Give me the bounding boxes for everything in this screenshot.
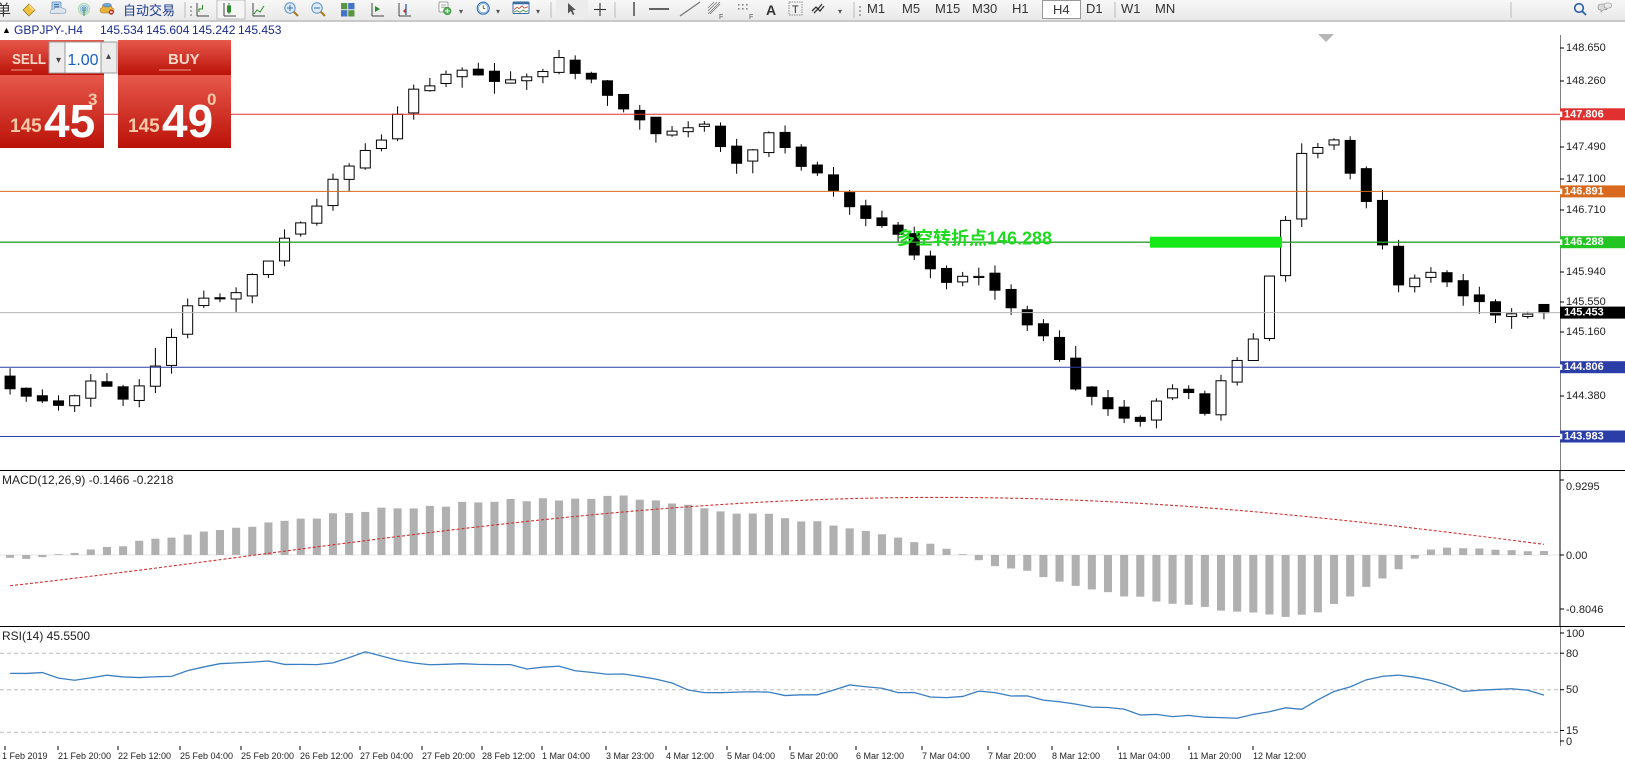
svg-text:146.891: 146.891 [1564,185,1604,197]
svg-text:4 Mar 12:00: 4 Mar 12:00 [666,751,714,761]
svg-text:100: 100 [1566,628,1584,640]
svg-text:▴: ▴ [106,51,111,62]
svg-text:27 Feb 20:00: 27 Feb 20:00 [422,751,475,761]
svg-text:▾: ▾ [536,7,540,16]
svg-text:5 Mar 04:00: 5 Mar 04:00 [727,751,775,761]
svg-text:▾: ▾ [838,7,842,16]
svg-text:27 Feb 04:00: 27 Feb 04:00 [360,751,413,761]
svg-text:0.00: 0.00 [1566,550,1587,562]
svg-text:1 Mar 04:00: 1 Mar 04:00 [542,751,590,761]
svg-text:3: 3 [88,90,97,109]
svg-text:7 Mar 04:00: 7 Mar 04:00 [922,751,970,761]
svg-text:25 Feb 20:00: 25 Feb 20:00 [241,751,294,761]
svg-text:多空转折点146.288: 多空转折点146.288 [897,225,1052,251]
svg-text:25 Feb 04:00: 25 Feb 04:00 [180,751,233,761]
svg-text:▲: ▲ [2,25,11,35]
svg-text:147.806: 147.806 [1564,108,1604,120]
svg-text:22 Feb 12:00: 22 Feb 12:00 [118,751,171,761]
svg-text:145: 145 [10,116,42,137]
svg-text:6 Mar 12:00: 6 Mar 12:00 [856,751,904,761]
svg-text:143.983: 143.983 [1564,431,1604,443]
svg-text:49: 49 [162,95,213,147]
svg-text:21 Feb 20:00: 21 Feb 20:00 [58,751,111,761]
svg-text:146.710: 146.710 [1566,204,1606,216]
svg-text:单: 单 [0,2,11,19]
svg-text:0: 0 [207,90,216,109]
svg-text:1.00: 1.00 [67,52,98,69]
svg-text:26 Feb 12:00: 26 Feb 12:00 [300,751,353,761]
svg-text:145.453: 145.453 [1564,307,1604,319]
svg-text:▾: ▾ [459,7,463,16]
svg-text:12 Mar 12:00: 12 Mar 12:00 [1253,751,1306,761]
svg-text:50: 50 [1566,684,1578,696]
svg-text:145.160: 145.160 [1566,326,1606,338]
svg-text:0: 0 [1566,736,1572,746]
svg-text:BUY: BUY [168,51,200,68]
svg-text:144.380: 144.380 [1566,390,1606,402]
svg-text:147.100: 147.100 [1566,173,1606,185]
svg-text:80: 80 [1566,648,1578,660]
svg-text:8 Mar 12:00: 8 Mar 12:00 [1052,751,1100,761]
svg-text:自动交易: 自动交易 [123,0,175,19]
svg-text:5 Mar 20:00: 5 Mar 20:00 [790,751,838,761]
svg-text:SELL: SELL [12,51,46,68]
svg-text:▾: ▾ [56,55,61,66]
svg-text:3 Mar 23:00: 3 Mar 23:00 [606,751,654,761]
svg-text:145: 145 [128,116,160,137]
svg-text:A: A [766,2,776,18]
svg-text:▾: ▾ [496,7,500,16]
svg-text:144.806: 144.806 [1564,361,1604,373]
svg-text:0.9295: 0.9295 [1566,481,1600,493]
svg-text:11 Mar 20:00: 11 Mar 20:00 [1189,751,1241,761]
svg-text:147.490: 147.490 [1566,141,1606,153]
svg-text:148.650: 148.650 [1566,42,1606,54]
svg-text:28 Feb 12:00: 28 Feb 12:00 [482,751,535,761]
svg-text:11 Mar 04:00: 11 Mar 04:00 [1118,751,1170,761]
svg-text:-0.8046: -0.8046 [1566,604,1603,616]
svg-text:7 Mar 20:00: 7 Mar 20:00 [988,751,1036,761]
svg-text:1 Feb 2019: 1 Feb 2019 [2,751,48,761]
svg-text:146.288: 146.288 [1564,236,1604,248]
svg-text:T: T [792,4,799,16]
svg-text:145.940: 145.940 [1566,266,1606,278]
svg-text:148.260: 148.260 [1566,75,1606,87]
